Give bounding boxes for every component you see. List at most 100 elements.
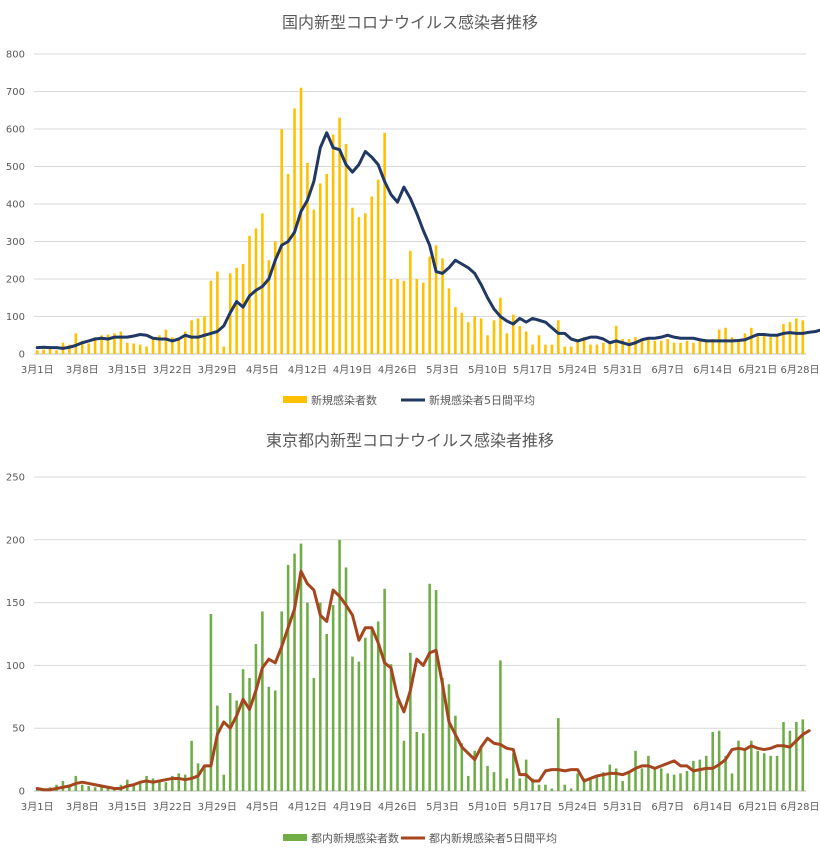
bar (164, 782, 168, 791)
bar (106, 787, 110, 791)
bar (389, 664, 393, 791)
x-tick-label: 5月24日 (558, 801, 597, 813)
bar (531, 344, 534, 354)
bar (74, 333, 78, 354)
bar (222, 774, 226, 791)
bar (479, 747, 483, 791)
bar (692, 760, 695, 791)
bar (782, 324, 785, 354)
bar (293, 553, 296, 791)
bar (743, 333, 747, 354)
x-tick-label: 3月29日 (198, 364, 237, 376)
bar (479, 318, 483, 354)
bar (68, 784, 71, 791)
bar (518, 778, 522, 791)
bar (280, 129, 283, 354)
bar (80, 340, 84, 354)
bar (183, 331, 187, 354)
bar (486, 765, 489, 791)
bar (421, 282, 425, 354)
legend-bar-label: 新規感染者数 (311, 393, 377, 407)
bar (505, 778, 509, 791)
bar (158, 335, 161, 354)
bar (569, 346, 573, 354)
bar (602, 342, 605, 354)
bar (569, 788, 573, 791)
x-tick-label: 6月7日 (651, 364, 684, 376)
bar (93, 787, 97, 791)
bar (241, 264, 245, 354)
x-tick-label: 4月12日 (288, 801, 327, 813)
bar (499, 297, 502, 354)
x-tick-label: 5月31日 (603, 801, 642, 813)
bar (357, 217, 361, 354)
bar (261, 213, 264, 354)
bar (737, 740, 740, 791)
x-tick-label: 4月5日 (246, 364, 279, 376)
bar (454, 715, 457, 791)
bar (125, 342, 129, 354)
x-tick-label: 4月19日 (333, 801, 372, 813)
legend-line-label: 都内新規感染者5日間平均 (429, 831, 557, 845)
y-tick-label: 300 (6, 237, 25, 248)
bar (171, 337, 174, 354)
y-tick-label: 150 (6, 598, 25, 609)
bar (518, 325, 522, 354)
bar (351, 656, 354, 791)
bar (756, 333, 760, 354)
bar (364, 213, 367, 354)
y-tick-label: 250 (6, 473, 25, 484)
bar (659, 340, 663, 354)
bar (415, 279, 419, 354)
bar (151, 339, 155, 354)
bar (158, 780, 161, 791)
bar (524, 331, 528, 354)
avg-line (35, 569, 811, 792)
bar (35, 350, 39, 354)
x-tick-label: 5月24日 (558, 364, 597, 376)
bar (653, 340, 657, 354)
bar (730, 773, 734, 791)
bar (409, 652, 412, 791)
bar (640, 339, 644, 354)
bar (190, 740, 193, 791)
bar (492, 772, 496, 791)
national-chart: 国内新型コロナウイルス感染者推移 0 100 200 300 400 500 600 700 80… (6, 13, 820, 407)
bar (621, 339, 624, 354)
bar (640, 768, 644, 791)
bar (666, 773, 669, 791)
bar (209, 613, 213, 791)
bar (415, 731, 419, 791)
x-tick-label: 6月14日 (693, 801, 732, 813)
bar (595, 344, 599, 354)
bar (216, 705, 219, 791)
y-tick-label: 800 (6, 50, 25, 61)
y-tick-label: 100 (6, 661, 25, 672)
bar (750, 740, 753, 791)
bar (209, 280, 213, 354)
x-tick-label: 6月28日 (780, 364, 819, 376)
bar (666, 339, 669, 354)
bar (402, 740, 406, 791)
bar (511, 314, 515, 354)
bar (55, 350, 58, 354)
bar (679, 342, 682, 354)
bar (486, 335, 489, 354)
bar (717, 730, 721, 791)
bar (145, 346, 148, 354)
bar (795, 318, 798, 354)
bar (544, 784, 547, 791)
bar (80, 784, 84, 791)
bar (473, 750, 476, 791)
bar (132, 343, 136, 354)
y-tick-label: 700 (6, 87, 25, 98)
x-tick-label: 6月28日 (780, 801, 819, 813)
bar (376, 179, 380, 354)
bar (511, 753, 515, 791)
y-tick-label: 500 (6, 162, 25, 173)
bar (582, 778, 586, 791)
bar (582, 337, 586, 354)
bar (589, 344, 592, 354)
bar (685, 770, 689, 791)
legend-bar-label: 都内新規感染者数 (311, 831, 399, 845)
